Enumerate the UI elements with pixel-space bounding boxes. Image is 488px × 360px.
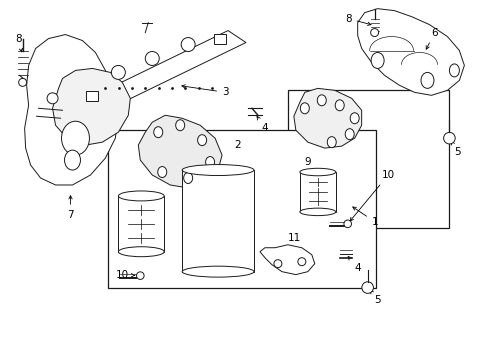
Bar xyxy=(182,170,253,272)
Text: 4: 4 xyxy=(257,116,268,133)
Ellipse shape xyxy=(335,100,344,111)
Bar xyxy=(299,172,335,212)
Ellipse shape xyxy=(118,191,164,201)
Circle shape xyxy=(19,78,26,86)
Ellipse shape xyxy=(326,137,336,148)
Ellipse shape xyxy=(183,172,192,184)
Ellipse shape xyxy=(111,66,125,80)
Ellipse shape xyxy=(370,53,383,68)
Ellipse shape xyxy=(175,120,184,131)
Circle shape xyxy=(443,132,454,144)
Text: 2: 2 xyxy=(234,140,241,150)
Ellipse shape xyxy=(299,208,335,216)
Polygon shape xyxy=(260,245,314,275)
Ellipse shape xyxy=(197,135,206,146)
Polygon shape xyxy=(357,9,464,95)
Ellipse shape xyxy=(420,72,433,88)
Text: 9: 9 xyxy=(304,157,312,174)
Text: 8: 8 xyxy=(345,14,370,26)
Text: 10: 10 xyxy=(349,170,394,221)
Text: 10: 10 xyxy=(116,270,135,280)
Circle shape xyxy=(273,260,281,268)
Text: 3: 3 xyxy=(182,85,228,97)
Circle shape xyxy=(136,272,144,279)
Ellipse shape xyxy=(345,129,353,140)
Text: 1: 1 xyxy=(352,207,378,227)
Ellipse shape xyxy=(158,167,166,177)
Circle shape xyxy=(343,220,351,228)
Text: 6: 6 xyxy=(426,28,437,49)
Circle shape xyxy=(297,258,305,266)
Ellipse shape xyxy=(64,150,81,170)
Ellipse shape xyxy=(448,64,458,77)
Text: 5: 5 xyxy=(450,141,460,157)
Bar xyxy=(108,130,375,288)
Polygon shape xyxy=(88,31,245,110)
Polygon shape xyxy=(293,88,361,148)
Text: 9: 9 xyxy=(133,193,145,207)
Bar xyxy=(214,33,225,44)
Ellipse shape xyxy=(299,168,335,176)
Polygon shape xyxy=(138,115,222,188)
Circle shape xyxy=(47,93,58,104)
Ellipse shape xyxy=(181,37,195,51)
Text: 7: 7 xyxy=(67,196,74,220)
Circle shape xyxy=(370,28,378,37)
Bar xyxy=(287,90,448,228)
Polygon shape xyxy=(24,35,118,185)
Text: 5: 5 xyxy=(369,290,381,305)
Polygon shape xyxy=(52,68,130,145)
Ellipse shape xyxy=(300,103,309,114)
Ellipse shape xyxy=(205,157,214,167)
Bar xyxy=(118,196,164,252)
Ellipse shape xyxy=(317,95,325,106)
Ellipse shape xyxy=(349,113,359,124)
Ellipse shape xyxy=(182,266,253,277)
Ellipse shape xyxy=(182,165,253,176)
Ellipse shape xyxy=(153,127,163,138)
Circle shape xyxy=(361,282,373,293)
Ellipse shape xyxy=(61,121,89,155)
Bar xyxy=(86,91,98,101)
Ellipse shape xyxy=(145,51,159,66)
Text: 11: 11 xyxy=(274,233,301,252)
Ellipse shape xyxy=(118,247,164,257)
Text: 4: 4 xyxy=(347,256,361,273)
Text: 8: 8 xyxy=(15,33,22,52)
